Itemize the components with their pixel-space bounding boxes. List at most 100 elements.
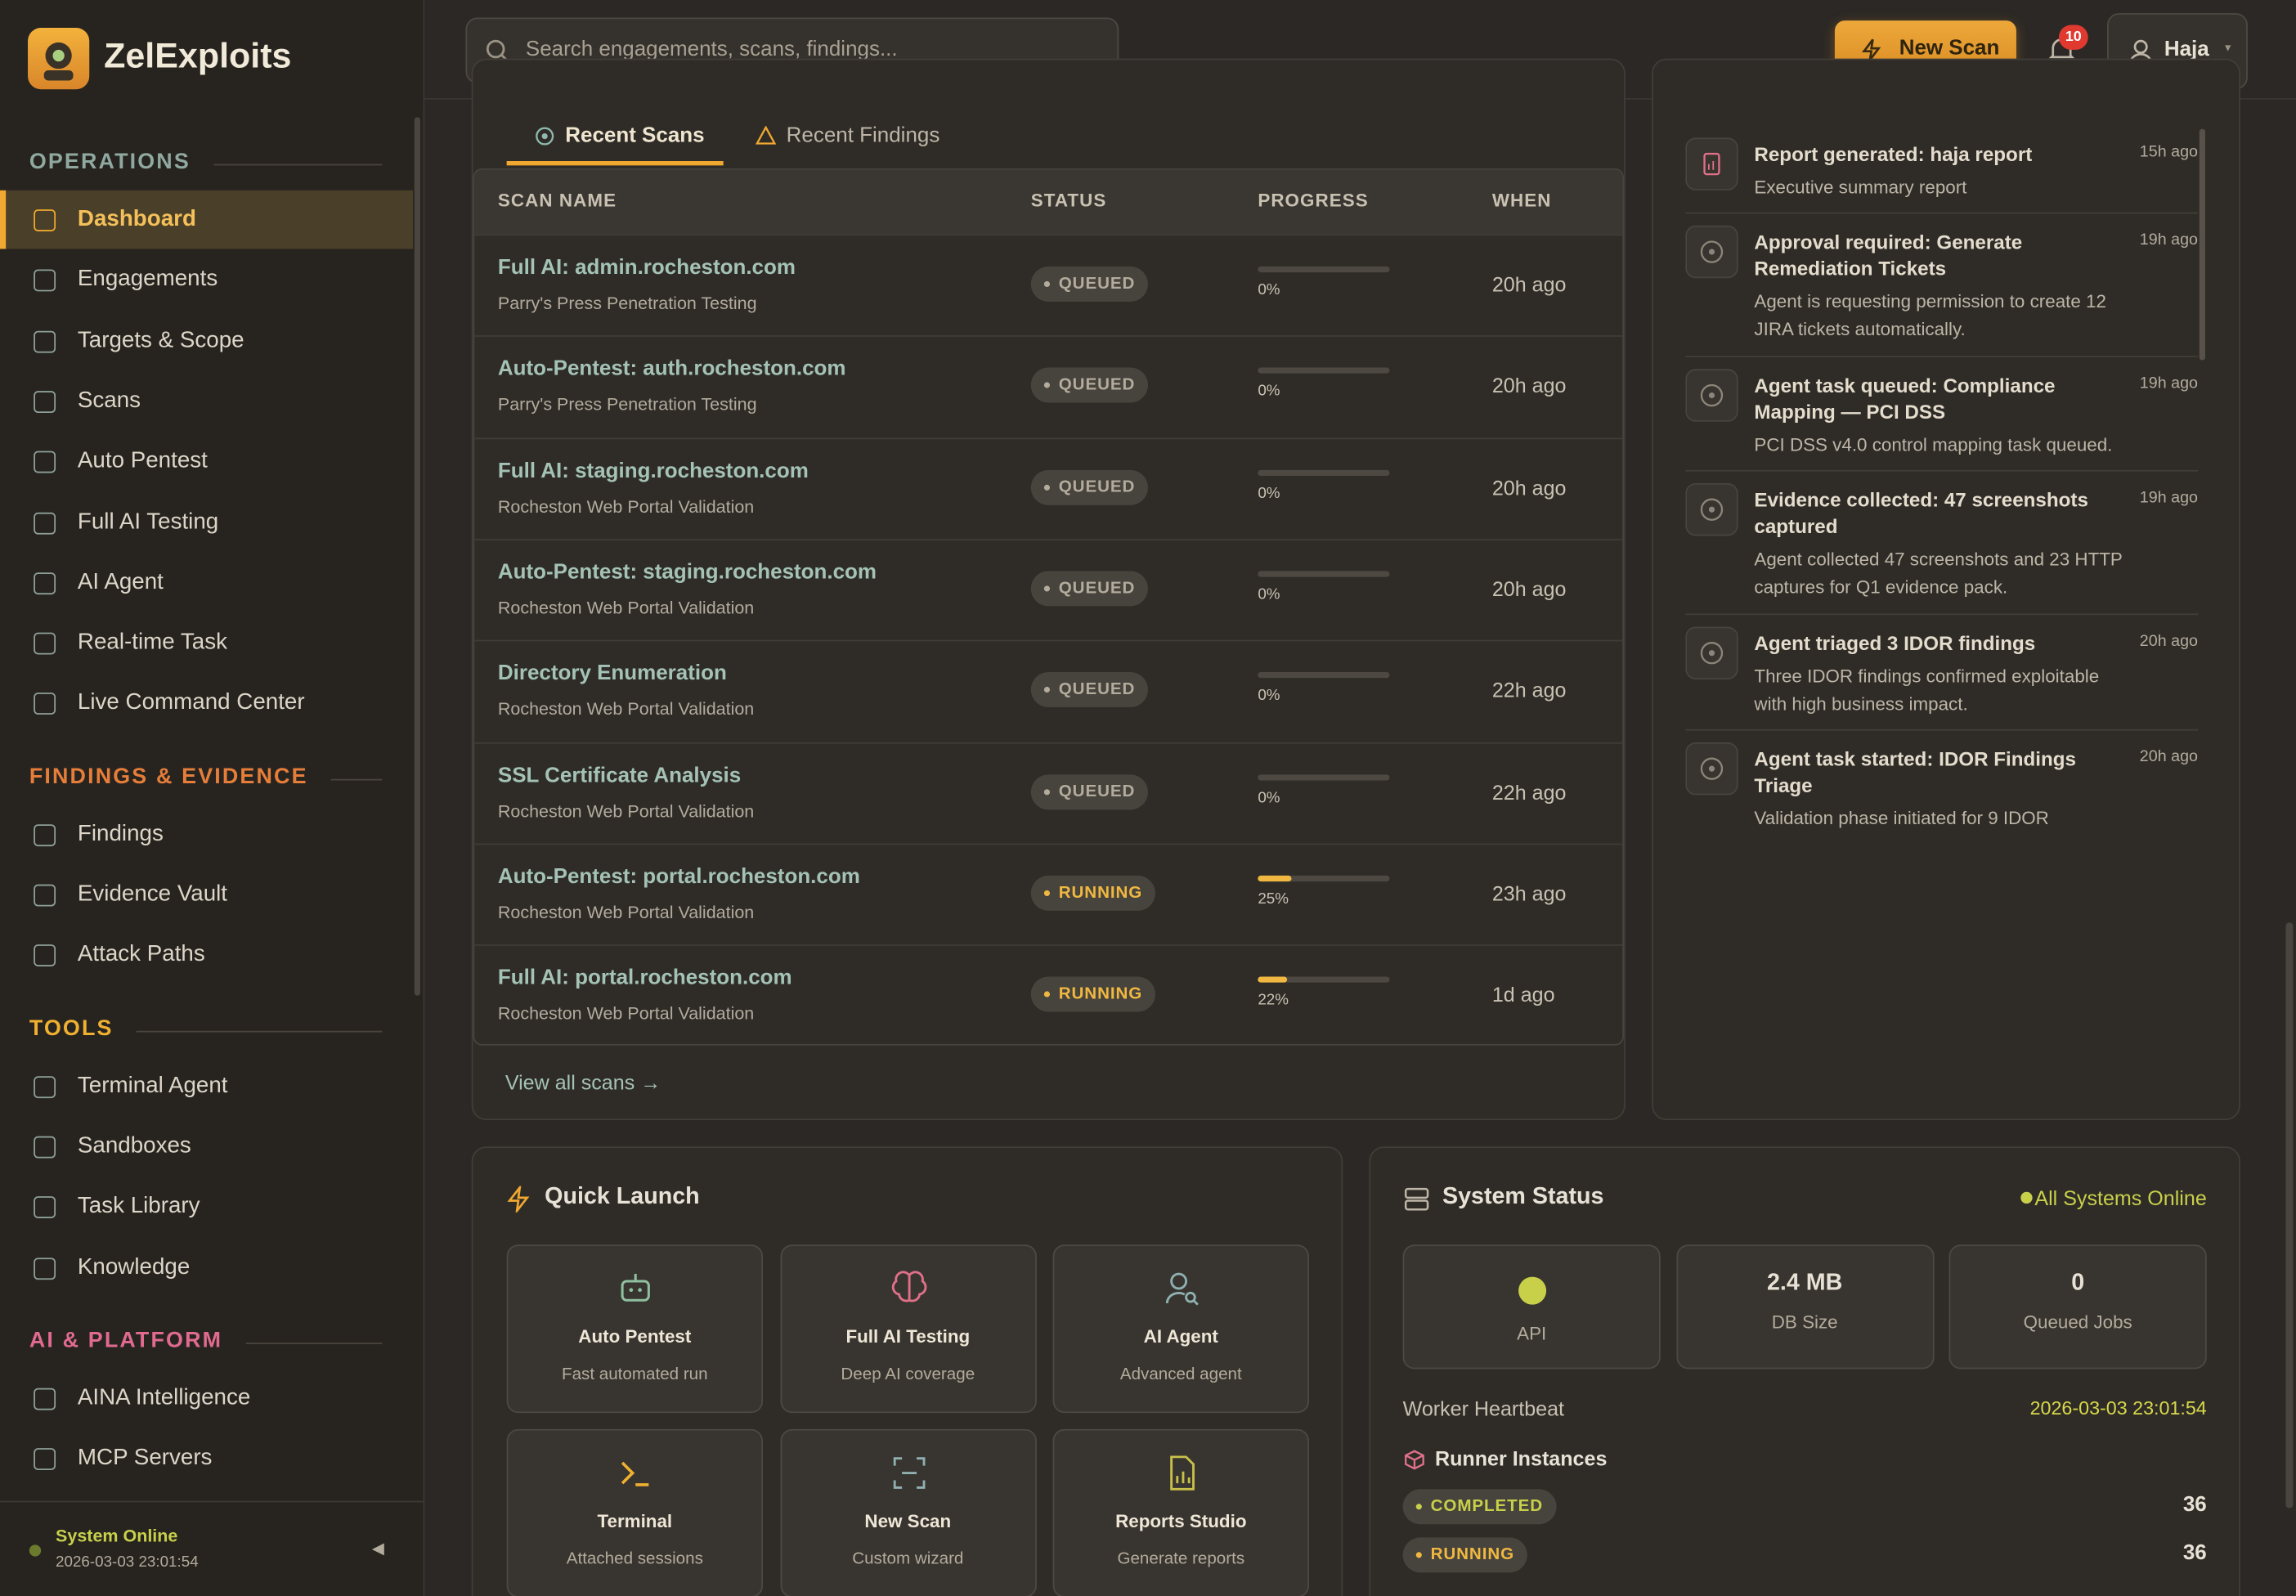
quick-launch-card[interactable]: Full AI Testing Deep AI coverage (779, 1244, 1037, 1414)
nav-icon (34, 884, 56, 907)
section-divider (136, 1030, 383, 1032)
section-divider (213, 164, 383, 166)
nav-item[interactable]: Sandboxes (0, 1117, 413, 1176)
scan-row[interactable]: Full AI: staging.rocheston.com Rocheston … (474, 437, 1623, 540)
nav-item[interactable]: Dashboard (0, 190, 414, 249)
nav-item[interactable]: Real-time Task (0, 614, 413, 673)
scan-row[interactable]: Auto-Pentest: auth.rocheston.com Parry's … (474, 335, 1623, 438)
when: 22h ago (1491, 678, 1567, 702)
quick-launch-card[interactable]: New Scan Custom wizard (779, 1428, 1037, 1596)
card-icon (1165, 1272, 1199, 1306)
activity-icon (1685, 137, 1738, 191)
user-name: Haja (2164, 38, 2209, 62)
section-title: FINDINGS & EVIDENCE (29, 764, 308, 789)
nav-item[interactable]: AINA Intelligence (0, 1369, 413, 1428)
when: 20h ago (1491, 576, 1567, 601)
nav-item[interactable]: Terminal Agent (0, 1056, 413, 1115)
engagement: Rocheston Web Portal Validation (497, 597, 755, 618)
nav-icon (34, 1196, 56, 1219)
status-badge: QUEUED (1030, 469, 1149, 505)
nav-item[interactable]: Knowledge (0, 1238, 413, 1297)
progress-track (1258, 266, 1390, 273)
progress-label: 0% (1258, 585, 1280, 603)
activity-item[interactable]: Report generated: haja report 15h ago Exec… (1685, 133, 2199, 214)
activity-description: Validation phase initiated for 9 IDOR (1754, 808, 2049, 829)
nav-item[interactable]: Evidence Vault (0, 865, 413, 924)
nav-label: Real-time Task (77, 630, 227, 655)
nav-item[interactable]: Findings (0, 805, 413, 863)
nav-item[interactable]: Attack Paths (0, 926, 413, 984)
scan-row[interactable]: Full AI: portal.rocheston.com Rocheston W… (474, 944, 1623, 1044)
progress-track (1258, 368, 1390, 374)
status-badge: QUEUED (1030, 368, 1149, 404)
collapse-button[interactable]: ◀ (371, 1540, 385, 1558)
stat-label: API (1517, 1323, 1547, 1344)
progress-track (1258, 672, 1390, 679)
nav-item[interactable]: MCP Servers (0, 1429, 413, 1488)
quick-launch-card[interactable]: Auto Pentest Fast automated run (506, 1244, 764, 1414)
nav-label: Findings (77, 821, 164, 846)
nav-item[interactable]: Live Command Center (0, 674, 413, 733)
page-scrollbar (2285, 922, 2294, 1509)
card-subtitle: Fast automated run (562, 1365, 708, 1384)
tab[interactable]: Recent Findings (786, 124, 940, 148)
tab-icon (756, 126, 777, 145)
scan-row[interactable]: Auto-Pentest: portal.rocheston.com Roches… (474, 843, 1623, 945)
nav-item[interactable]: Targets & Scope (0, 312, 413, 370)
activity-item[interactable]: Agent task started: IDOR Findings Triage… (1685, 738, 2198, 872)
nav-icon (34, 1388, 56, 1410)
card-title: Terminal (597, 1511, 673, 1532)
nav-item[interactable]: Task Library (0, 1177, 413, 1236)
column-header: WHEN (1491, 190, 1552, 211)
progress-label: 25% (1258, 890, 1289, 908)
progress-track (1258, 875, 1390, 881)
activity-description: PCI DSS v4.0 control mapping task queued… (1754, 434, 2113, 455)
when: 20h ago (1491, 272, 1567, 296)
scan-row[interactable]: Auto-Pentest: staging.rocheston.com Roche… (474, 538, 1623, 641)
tab[interactable]: Recent Scans (565, 124, 705, 148)
quick-launch-card[interactable]: AI Agent Advanced agent (1052, 1244, 1309, 1414)
server-icon (1404, 1187, 1429, 1211)
scan-name: Full AI: portal.rocheston.com (497, 966, 792, 990)
nav-label: Scans (77, 388, 141, 413)
scan-row[interactable]: Directory Enumeration Rocheston Web Porta… (474, 639, 1623, 742)
nav-icon (34, 1448, 56, 1471)
sidebar: ZelExploits System Online 2026-03-03 23:… (0, 0, 425, 1596)
scan-row[interactable]: SSL Certificate Analysis Rocheston Web Po… (474, 742, 1623, 844)
system-status: System Online (56, 1526, 178, 1547)
section-title: TOOLS (29, 1015, 114, 1041)
view-all-link[interactable]: View all scans → (504, 1070, 661, 1094)
engagement: Parry's Press Penetration Testing (497, 293, 757, 314)
panel-title: System Status (1442, 1184, 1604, 1210)
card-icon (890, 1271, 926, 1302)
nav-label: Evidence Vault (77, 881, 228, 907)
activity-description: Agent is requesting permission to create… (1754, 291, 2106, 340)
nav-item[interactable]: Scans (0, 372, 413, 431)
icon-glyph (1700, 383, 1724, 407)
card-subtitle: Custom wizard (852, 1550, 964, 1568)
system-status-panel: System Status All Systems Online Worker … (1369, 1146, 2240, 1596)
activity-item[interactable]: Agent task queued: Compliance Mapping — … (1685, 365, 2199, 472)
nav-item[interactable]: AI Agent (0, 554, 413, 612)
quick-launch-card[interactable]: Terminal Attached sessions (506, 1428, 764, 1596)
engagement: Rocheston Web Portal Validation (497, 901, 755, 922)
caret: ▼ (2222, 43, 2233, 55)
icon-glyph (1700, 240, 1724, 263)
nav-icon (34, 1136, 56, 1159)
activity-time: 20h ago (2139, 748, 2199, 766)
nav-item[interactable]: Full AI Testing (0, 493, 413, 552)
stat-card: API (1402, 1244, 1661, 1370)
activity-item[interactable]: Approval required: Generate Remediation … (1685, 221, 2199, 357)
nav-item[interactable]: Engagements (0, 251, 413, 310)
status-dot (29, 1544, 42, 1557)
quick-launch-card[interactable]: Reports Studio Generate reports (1052, 1428, 1309, 1596)
engagement: Parry's Press Penetration Testing (497, 394, 757, 415)
scan-row[interactable]: Full AI: admin.rocheston.com Parry's Pres… (474, 234, 1623, 337)
nav-item[interactable]: Auto Pentest (0, 433, 413, 491)
activity-item[interactable]: Evidence collected: 47 screenshots captu… (1685, 479, 2199, 616)
icon-glyph (1700, 757, 1724, 780)
status-badge: QUEUED (1030, 672, 1149, 708)
activity-item[interactable]: Agent triaged 3 IDOR findings 20h ago Thre… (1685, 622, 2199, 731)
activity-title: Evidence collected: 47 screenshots captu… (1754, 489, 2088, 538)
scan-name: SSL Certificate Analysis (497, 763, 742, 787)
